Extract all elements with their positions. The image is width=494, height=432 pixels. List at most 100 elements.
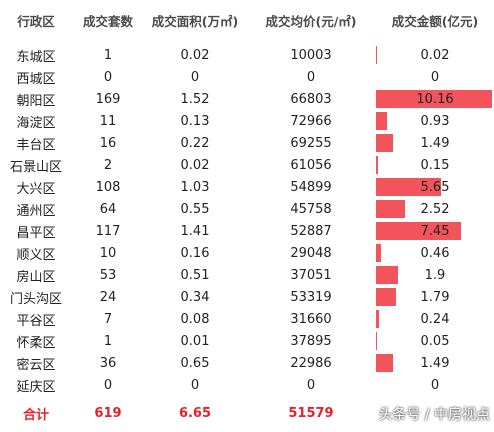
district-cell: 怀柔区 xyxy=(16,335,56,351)
table-row: 顺义区 10 0.16 29048 0.46 xyxy=(0,242,494,264)
count-cell: 117 xyxy=(95,223,121,239)
district-cell: 密云区 xyxy=(16,357,56,373)
price-cell: 0 xyxy=(306,377,316,393)
amount-cell: 2.52 xyxy=(420,201,450,217)
area-cell: 0.13 xyxy=(180,113,210,129)
table-row: 延庆区 0 0 0 0 xyxy=(0,374,494,396)
amount-cell: 0 xyxy=(430,377,440,393)
amount-bar xyxy=(376,134,393,152)
amount-bar xyxy=(376,332,377,350)
district-cell: 房山区 xyxy=(16,269,56,285)
amount-cell: 1.49 xyxy=(420,135,450,151)
header-row: 行政区 成交套数 成交面积(万㎡) 成交均价(元/㎡) 成交金额(亿元) xyxy=(0,6,494,34)
amount-cell: 1.49 xyxy=(420,355,450,371)
area-cell: 0.55 xyxy=(180,201,210,217)
amount-bar xyxy=(376,354,393,372)
district-cell: 门头沟区 xyxy=(9,291,62,307)
count-cell: 0 xyxy=(103,69,113,85)
amount-cell: 0.24 xyxy=(420,311,450,327)
amount-cell: 10.16 xyxy=(416,91,454,107)
count-cell: 7 xyxy=(103,311,113,327)
district-cell: 丰台区 xyxy=(16,137,56,153)
table-row: 西城区 0 0 0 0 xyxy=(0,66,494,88)
price-cell: 37895 xyxy=(290,333,332,349)
area-cell: 0.02 xyxy=(180,47,210,63)
district-cell: 昌平区 xyxy=(16,225,56,241)
total-label: 合计 xyxy=(22,407,49,423)
count-cell: 24 xyxy=(99,289,117,305)
price-cell: 69255 xyxy=(290,135,332,151)
area-cell: 0.16 xyxy=(180,245,210,261)
amount-bar xyxy=(376,310,379,328)
count-cell: 53 xyxy=(99,267,117,283)
price-cell: 29048 xyxy=(290,245,332,261)
district-cell: 延庆区 xyxy=(16,379,56,395)
district-cell: 平谷区 xyxy=(16,313,56,329)
total-row: 合计 619 6.65 51579 xyxy=(0,402,494,424)
area-cell: 0.02 xyxy=(180,157,210,173)
count-cell: 1 xyxy=(103,333,113,349)
district-cell: 石景山区 xyxy=(9,159,62,175)
price-cell: 66803 xyxy=(290,91,332,107)
area-cell: 0.08 xyxy=(180,311,210,327)
amount-bar xyxy=(376,156,378,174)
area-cell: 1.52 xyxy=(180,91,210,107)
amount-cell: 1.79 xyxy=(420,289,450,305)
total-count: 619 xyxy=(94,405,122,421)
table-row: 朝阳区 169 1.52 66803 10.16 xyxy=(0,88,494,110)
price-cell: 53319 xyxy=(290,289,332,305)
table-row: 门头沟区 24 0.34 53319 1.79 xyxy=(0,286,494,308)
amount-bar xyxy=(376,244,382,262)
table-row: 昌平区 117 1.41 52887 7.45 xyxy=(0,220,494,242)
table-row: 海淀区 11 0.13 72966 0.93 xyxy=(0,110,494,132)
price-cell: 0 xyxy=(306,69,316,85)
amount-cell: 0.15 xyxy=(420,157,450,173)
price-cell: 31660 xyxy=(290,311,332,327)
area-cell: 1.03 xyxy=(180,179,210,195)
amount-bar xyxy=(376,266,398,284)
table-row: 平谷区 7 0.08 31660 0.24 xyxy=(0,308,494,330)
price-cell: 61056 xyxy=(290,157,332,173)
header-price: 成交均价(元/㎡) xyxy=(265,13,357,29)
amount-cell: 0.02 xyxy=(420,47,450,63)
table-row: 通州区 64 0.55 45758 2.52 xyxy=(0,198,494,220)
header-amount: 成交金额(亿元) xyxy=(391,13,479,29)
area-cell: 0.51 xyxy=(180,267,210,283)
header-count: 成交套数 xyxy=(82,13,133,29)
price-cell: 10003 xyxy=(290,47,332,63)
district-cell: 大兴区 xyxy=(16,181,56,197)
district-cell: 朝阳区 xyxy=(16,93,56,109)
amount-cell: 0.93 xyxy=(420,113,450,129)
count-cell: 36 xyxy=(99,355,117,371)
table-row: 房山区 53 0.51 37051 1.9 xyxy=(0,264,494,286)
price-cell: 52887 xyxy=(290,223,332,239)
count-cell: 16 xyxy=(99,135,117,151)
amount-bar xyxy=(376,288,397,306)
area-cell: 0.01 xyxy=(180,333,210,349)
amount-bar xyxy=(376,112,387,130)
count-cell: 11 xyxy=(99,113,117,129)
table-row: 怀柔区 1 0.01 37895 0.05 xyxy=(0,330,494,352)
price-cell: 72966 xyxy=(290,113,332,129)
area-cell: 0.22 xyxy=(180,135,210,151)
amount-bar xyxy=(376,200,405,218)
district-cell: 通州区 xyxy=(16,203,56,219)
area-cell: 0.34 xyxy=(180,289,210,305)
district-cell: 西城区 xyxy=(16,71,56,87)
area-cell: 1.41 xyxy=(180,223,210,239)
count-cell: 2 xyxy=(103,157,113,173)
table-row: 东城区 1 0.02 10003 0.02 xyxy=(0,44,494,66)
amount-bar xyxy=(376,178,441,196)
price-cell: 22986 xyxy=(290,355,332,371)
area-cell: 0 xyxy=(190,377,200,393)
price-cell: 37051 xyxy=(290,267,332,283)
count-cell: 169 xyxy=(95,91,121,107)
price-cell: 45758 xyxy=(290,201,332,217)
amount-cell: 0.05 xyxy=(420,333,450,349)
amount-cell: 0 xyxy=(430,69,440,85)
count-cell: 1 xyxy=(103,47,113,63)
area-cell: 0 xyxy=(190,69,200,85)
amount-bar xyxy=(376,90,492,108)
district-cell: 顺义区 xyxy=(16,247,56,263)
